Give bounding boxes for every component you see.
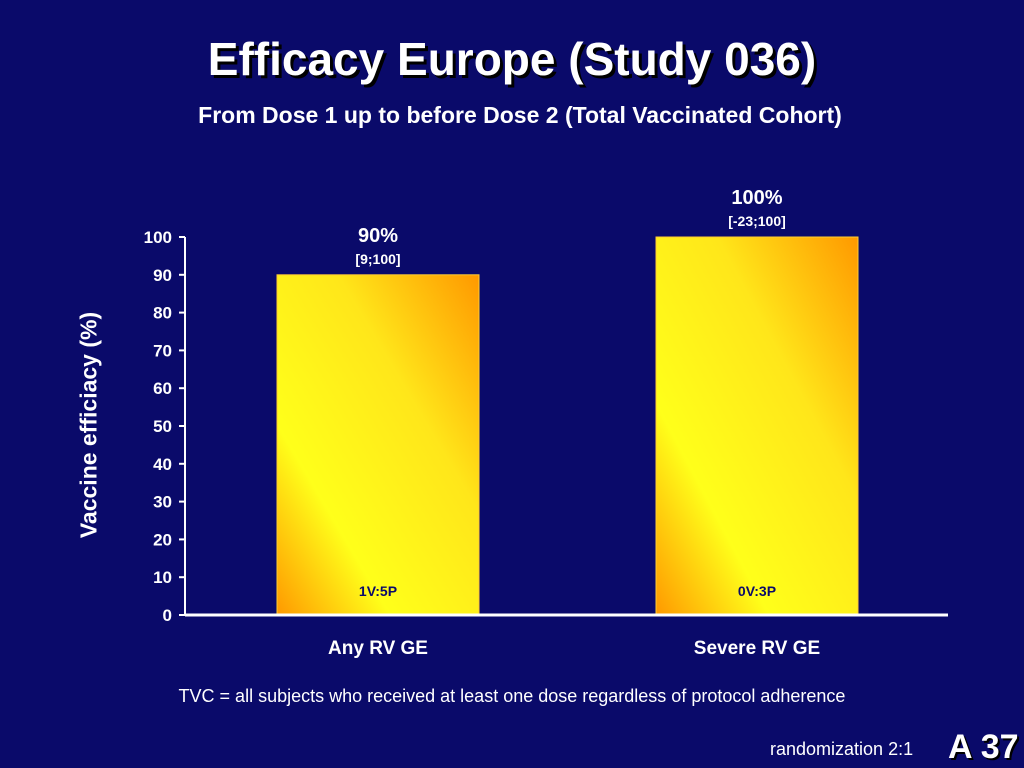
x-tick-label: Severe RV GE bbox=[694, 638, 820, 659]
y-tick-label: 0 bbox=[163, 606, 172, 625]
y-tick-label: 60 bbox=[153, 379, 172, 398]
bar-ci-label: [9;100] bbox=[355, 251, 400, 267]
bar-ci-label: [-23;100] bbox=[728, 213, 786, 229]
y-tick-label: 90 bbox=[153, 266, 172, 285]
bar bbox=[276, 274, 480, 616]
y-tick-label: 20 bbox=[153, 530, 172, 549]
slide-code: A 37 bbox=[948, 728, 1019, 766]
y-tick-label: 80 bbox=[153, 304, 172, 323]
bar-case-count: 1V:5P bbox=[359, 583, 397, 599]
y-tick-label: 70 bbox=[153, 341, 172, 360]
bar-case-count: 0V:3P bbox=[738, 583, 776, 599]
randomization-note: randomization 2:1 bbox=[770, 739, 914, 759]
slide-title: Efficacy Europe (Study 036) bbox=[207, 33, 817, 85]
y-tick-label: 50 bbox=[153, 417, 172, 436]
x-tick-label: Any RV GE bbox=[328, 638, 428, 659]
y-tick-label: 10 bbox=[153, 568, 172, 587]
y-tick-label: 100 bbox=[144, 228, 172, 247]
bar bbox=[655, 236, 859, 616]
bar-value-label: 100% bbox=[731, 187, 782, 209]
footnote: TVC = all subjects who received at least… bbox=[178, 686, 846, 706]
bar-value-label: 90% bbox=[358, 225, 398, 247]
y-tick-label: 40 bbox=[153, 455, 172, 474]
y-tick-label: 30 bbox=[153, 493, 172, 512]
slide-subtitle: From Dose 1 up to before Dose 2 (Total V… bbox=[198, 102, 842, 128]
